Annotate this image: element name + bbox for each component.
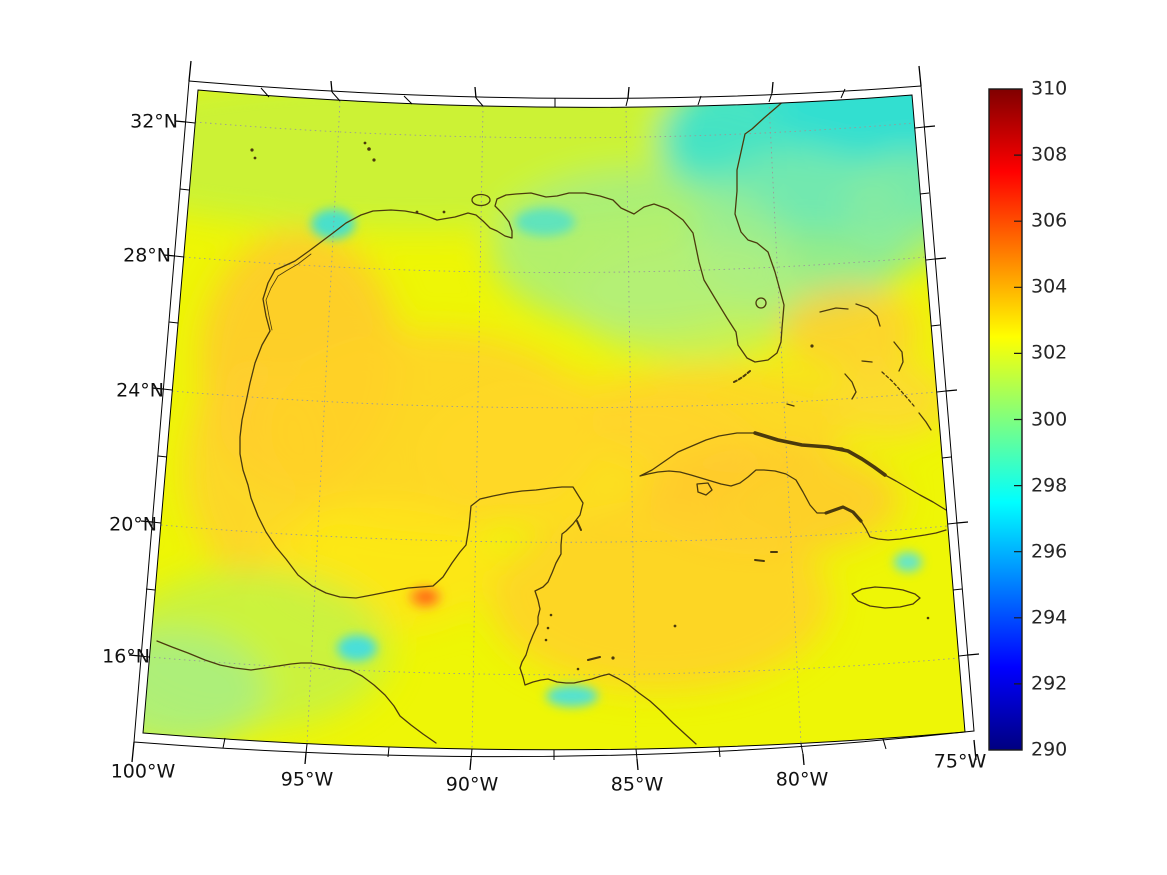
colorbar <box>988 88 1023 751</box>
islands-bahamas <box>786 303 932 431</box>
cbar-label-292: 292 <box>1031 672 1068 695</box>
frame-outer <box>133 80 975 758</box>
coastlines <box>156 96 947 745</box>
lon-label-95w: 95°W <box>280 768 334 791</box>
lon-label-85w: 85°W <box>610 773 664 796</box>
lat-label-28n: 28°N <box>123 244 171 267</box>
map-frame <box>128 60 980 771</box>
island-jamaica <box>851 586 921 609</box>
coast-cuba-north-cays <box>753 431 887 477</box>
small-islands-and-lakes <box>250 141 930 671</box>
meridian-80w <box>768 101 802 745</box>
cbar-label-308: 308 <box>1031 143 1068 166</box>
cbar-label-302: 302 <box>1031 341 1068 364</box>
lon-label-80w: 80°W <box>775 768 829 791</box>
colorbar-ticks <box>1014 154 1022 685</box>
coast-cuba-guacanayabo-cays <box>824 505 863 523</box>
cbar-label-306: 306 <box>1031 209 1068 232</box>
cbar-label-294: 294 <box>1031 606 1068 629</box>
cbar-label-298: 298 <box>1031 474 1068 497</box>
island-roatan <box>576 520 601 661</box>
parallel-20n <box>160 524 949 543</box>
lat-label-32n: 32°N <box>130 110 178 133</box>
coast-texas-lagoon <box>265 253 312 331</box>
lon-label-90w: 90°W <box>445 773 499 796</box>
parallel-16n <box>148 656 960 676</box>
island-florida-keys <box>731 370 751 384</box>
lake-pontchartrain <box>471 193 491 207</box>
lon-label-100w: 100°W <box>110 760 176 783</box>
lat-label-24n: 24°N <box>116 379 164 402</box>
parallel-24n <box>171 390 938 409</box>
lat-label-20n: 20°N <box>109 513 157 536</box>
islands-caymans <box>754 551 778 562</box>
temperature-field <box>143 90 965 750</box>
cbar-label-304: 304 <box>1031 275 1068 298</box>
cbar-label-310: 310 <box>1031 77 1068 100</box>
cbar-label-300: 300 <box>1031 408 1068 431</box>
cbar-label-290: 290 <box>1031 738 1068 761</box>
meridian-90w <box>471 105 484 750</box>
graticule <box>148 100 960 750</box>
islands-exuma-chain <box>881 371 915 407</box>
cbar-label-296: 296 <box>1031 540 1068 563</box>
lake-okeechobee <box>755 297 767 309</box>
lon-label-75w: 75°W <box>933 750 987 773</box>
coast-us-gulf-mexico-centralamerica <box>239 96 789 745</box>
coast-mexico-pacific <box>156 640 437 744</box>
meridian-85w <box>625 105 637 750</box>
island-isla-juventud <box>696 482 713 496</box>
lat-label-16n: 16°N <box>102 645 150 668</box>
